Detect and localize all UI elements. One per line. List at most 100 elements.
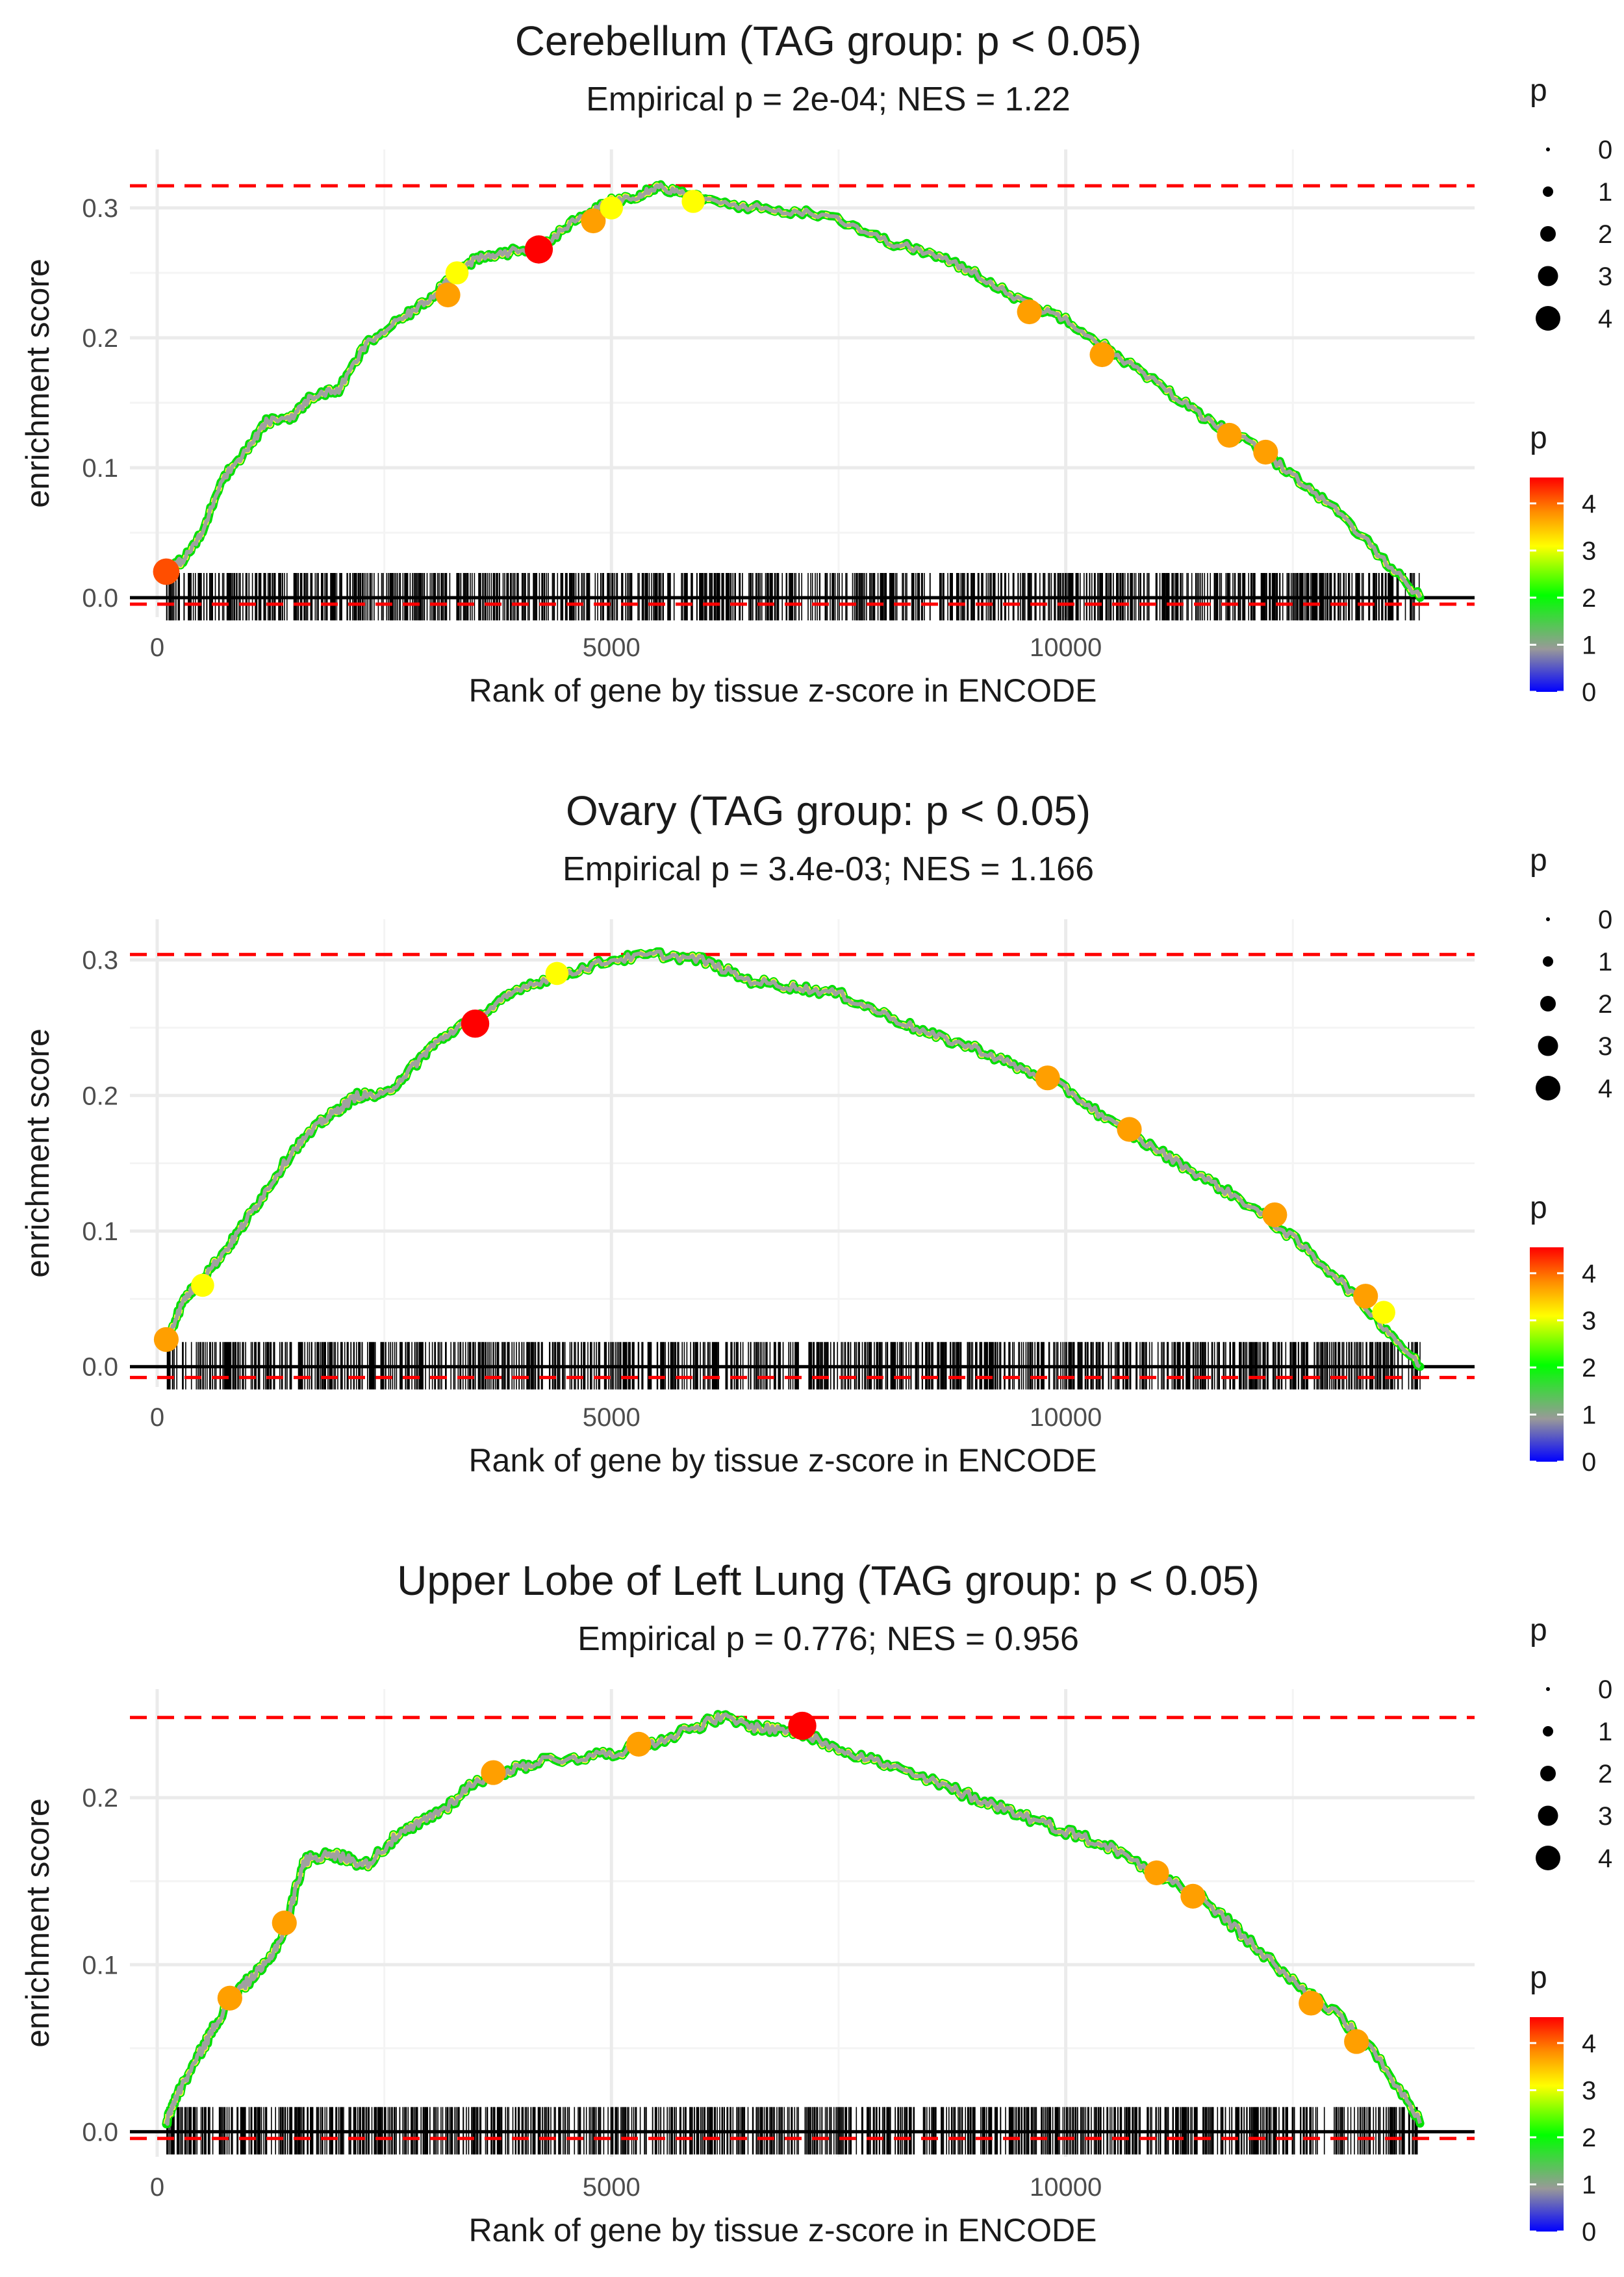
x-tick-label: 0 bbox=[150, 633, 164, 662]
chart-panel-1: Cerebellum (TAG group: p < 0.05) Empirica… bbox=[19, 18, 1612, 709]
gene-point bbox=[1089, 342, 1115, 368]
gene-point bbox=[153, 558, 180, 585]
colorbar-label: 3 bbox=[1582, 2076, 1596, 2105]
colorbar-label: 4 bbox=[1582, 1260, 1596, 1288]
size-legend-dot bbox=[1546, 1687, 1550, 1691]
colorbar-label: 3 bbox=[1582, 1306, 1596, 1335]
x-tick-label: 5000 bbox=[583, 1403, 641, 1432]
x-axis-label: Rank of gene by tissue z-score in ENCODE bbox=[468, 1442, 1097, 1479]
curve-line bbox=[164, 182, 1422, 599]
colorbar-label: 2 bbox=[1582, 584, 1596, 613]
gene-point bbox=[1117, 1117, 1142, 1142]
colorbar-label: 3 bbox=[1582, 537, 1596, 565]
gene-point bbox=[191, 1273, 214, 1297]
chart-panel-3: Upper Lobe of Left Lung (TAG group: p < … bbox=[19, 1557, 1612, 2248]
colorbar-label: 0 bbox=[1582, 1448, 1596, 1477]
y-axis-label: enrichment score bbox=[19, 1028, 56, 1278]
color-legend-title: p bbox=[1530, 1961, 1547, 1995]
gene-point bbox=[461, 1009, 490, 1038]
y-tick-label: 0.2 bbox=[82, 324, 118, 353]
size-legend-dot bbox=[1540, 1766, 1556, 1781]
curve-glow bbox=[162, 1710, 1425, 2129]
gene-point bbox=[272, 1910, 297, 1936]
size-legend-dot bbox=[1543, 1726, 1553, 1736]
y-axis-label: enrichment score bbox=[19, 1798, 56, 2048]
enrichment-curve bbox=[153, 947, 1425, 1371]
gridlines bbox=[130, 149, 1475, 617]
size-legend-dot bbox=[1536, 306, 1560, 331]
size-legend-title: p bbox=[1530, 1613, 1547, 1647]
size-legend: p 0 1 2 3 4 bbox=[1530, 1613, 1612, 1873]
size-legend-label: 2 bbox=[1598, 1760, 1612, 1788]
colorbar-label: 2 bbox=[1582, 2124, 1596, 2152]
x-tick-label: 0 bbox=[150, 1403, 164, 1432]
size-legend-dot bbox=[1538, 1805, 1558, 1826]
size-legend-dot bbox=[1540, 996, 1556, 1011]
size-legend-dot bbox=[1536, 1076, 1560, 1100]
curve-line bbox=[164, 949, 1421, 1369]
y-tick-label: 0.2 bbox=[82, 1784, 118, 1813]
gene-point bbox=[1035, 1065, 1060, 1091]
size-legend-dot bbox=[1536, 1846, 1560, 1870]
size-legend-dot bbox=[1543, 956, 1553, 967]
colorbar-label: 1 bbox=[1582, 1401, 1596, 1429]
size-legend-label: 2 bbox=[1598, 220, 1612, 249]
enrichment-curve bbox=[153, 180, 1425, 602]
size-legend-title: p bbox=[1530, 843, 1547, 878]
x-axis-label: Rank of gene by tissue z-score in ENCODE bbox=[468, 2212, 1097, 2248]
size-legend-label: 1 bbox=[1598, 178, 1612, 207]
size-legend-label: 4 bbox=[1598, 1075, 1612, 1103]
gene-point bbox=[435, 282, 461, 308]
gene-point bbox=[1372, 1301, 1395, 1325]
colorbar bbox=[1530, 1247, 1564, 1462]
size-legend-dot bbox=[1538, 266, 1558, 286]
size-legend-dot bbox=[1543, 186, 1553, 197]
curve-yellow-points bbox=[163, 181, 1423, 599]
x-axis-label: Rank of gene by tissue z-score in ENCODE bbox=[468, 672, 1097, 709]
chart-subtitle: Empirical p = 2e-04; NES = 1.22 bbox=[586, 81, 1071, 118]
y-tick-label: 0.1 bbox=[82, 454, 118, 483]
x-tick-label: 5000 bbox=[583, 2173, 641, 2202]
x-tick-label: 0 bbox=[150, 2173, 164, 2202]
curve-glow bbox=[162, 180, 1425, 602]
gene-point bbox=[481, 1760, 506, 1785]
gene-point bbox=[1344, 2029, 1369, 2054]
size-legend-label: 4 bbox=[1598, 1844, 1612, 1873]
gene-point bbox=[1253, 439, 1278, 465]
size-legend-label: 0 bbox=[1598, 136, 1612, 164]
gene-point bbox=[153, 1327, 179, 1353]
y-tick-label: 0.1 bbox=[82, 1217, 118, 1246]
colorbar-label: 4 bbox=[1582, 490, 1596, 518]
chart-title: Ovary (TAG group: p < 0.05) bbox=[566, 787, 1091, 834]
colorbar-label: 1 bbox=[1582, 631, 1596, 659]
size-legend-dot bbox=[1546, 147, 1550, 151]
size-legend-label: 1 bbox=[1598, 948, 1612, 976]
gene-point bbox=[1217, 422, 1242, 448]
y-tick-label: 0.0 bbox=[82, 584, 118, 613]
x-tick-label: 5000 bbox=[583, 633, 641, 662]
color-legend: p 4 3 2 1 0 bbox=[1530, 421, 1596, 707]
color-legend-title: p bbox=[1530, 421, 1547, 455]
y-tick-label: 0.3 bbox=[82, 947, 118, 975]
y-axis-label: enrichment score bbox=[19, 259, 56, 508]
gene-point bbox=[626, 1731, 652, 1757]
size-legend-label: 4 bbox=[1598, 305, 1612, 333]
chart-title: Cerebellum (TAG group: p < 0.05) bbox=[515, 18, 1142, 64]
curve-glow bbox=[162, 947, 1425, 1371]
y-tick-label: 0.2 bbox=[82, 1082, 118, 1110]
y-tick-label: 0.1 bbox=[82, 1951, 118, 1979]
enrichment-curve bbox=[162, 1710, 1425, 2129]
color-legend: p 4 3 2 1 0 bbox=[1530, 1961, 1596, 2246]
gene-point bbox=[788, 1711, 817, 1740]
colorbar-label: 1 bbox=[1582, 2170, 1596, 2199]
size-legend-title: p bbox=[1530, 73, 1547, 108]
x-tick-label: 10000 bbox=[1030, 1403, 1102, 1432]
size-legend-label: 0 bbox=[1598, 906, 1612, 934]
y-tick-label: 0.0 bbox=[82, 2118, 118, 2146]
curve-yellow-points bbox=[163, 948, 1422, 1369]
chart-panel-2: Ovary (TAG group: p < 0.05) Empirical p =… bbox=[19, 787, 1612, 1479]
colorbar-label: 4 bbox=[1582, 2029, 1596, 2058]
size-legend-label: 0 bbox=[1598, 1675, 1612, 1704]
